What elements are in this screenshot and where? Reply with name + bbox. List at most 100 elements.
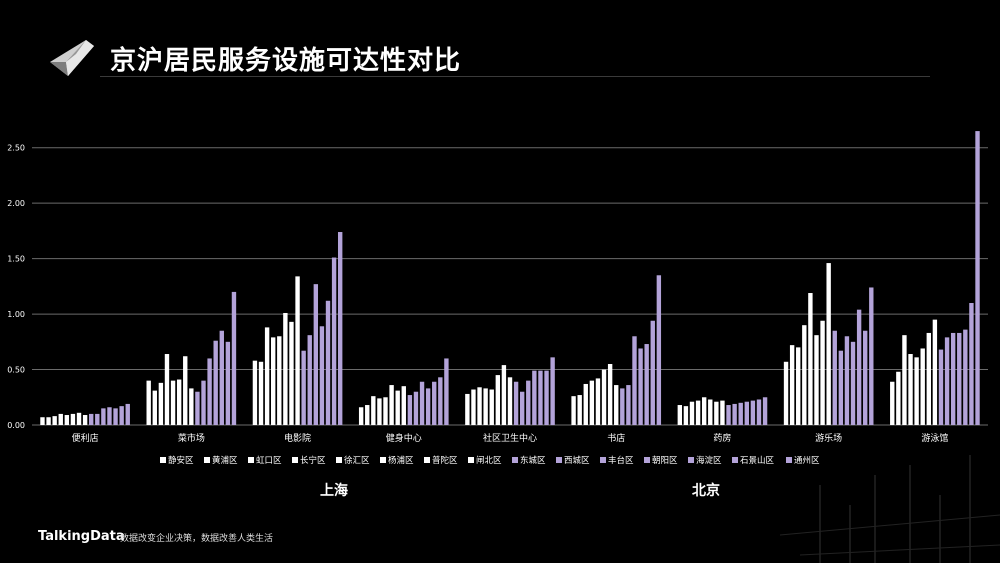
bar (832, 330, 837, 425)
bar (371, 396, 376, 425)
category-label: 游泳馆 (921, 432, 948, 444)
legend-label: 朝阳区 (652, 456, 678, 466)
bar (170, 380, 176, 425)
bar (507, 377, 513, 425)
bar (64, 415, 70, 425)
bar (277, 336, 282, 425)
category-label: 健身中心 (386, 432, 422, 444)
y-tick-label: 0.50 (7, 366, 25, 375)
bar (413, 391, 419, 425)
y-tick-label: 0.00 (7, 421, 25, 430)
bar (677, 405, 683, 425)
legend-swatch (512, 457, 518, 463)
bar (401, 386, 406, 425)
bar (483, 388, 488, 425)
y-tick-label: 1.00 (7, 310, 25, 319)
legend-swatch (292, 457, 298, 463)
bar (856, 309, 862, 425)
bar (407, 395, 413, 425)
bar (70, 413, 76, 425)
bar (890, 381, 895, 425)
bar (125, 403, 130, 425)
bar (419, 381, 425, 425)
bar (152, 390, 157, 425)
category-label: 菜市场 (178, 432, 205, 444)
bar (571, 396, 576, 425)
legend-label: 黄浦区 (212, 455, 238, 466)
bar (732, 403, 737, 425)
bar (176, 379, 182, 425)
bar (607, 364, 613, 425)
bar (526, 380, 531, 425)
bar (444, 358, 449, 425)
bar (113, 408, 118, 425)
bar (89, 413, 94, 425)
bar (46, 417, 51, 425)
bar (438, 377, 443, 425)
bar (650, 320, 655, 425)
legend-label: 通州区 (794, 455, 820, 466)
legend-swatch (732, 457, 738, 463)
bar (358, 407, 364, 425)
page-title: 京沪居民服务设施可达性对比 (110, 46, 462, 76)
bar (289, 321, 294, 425)
legend-label: 徐汇区 (344, 455, 370, 466)
bar (808, 293, 813, 425)
legend-swatch (786, 457, 792, 463)
bar (201, 380, 206, 425)
bar (963, 329, 968, 425)
category-label: 电影院 (284, 432, 311, 444)
bar (814, 335, 819, 425)
legend-swatch (556, 457, 562, 463)
bar (219, 330, 224, 425)
bar (325, 300, 331, 425)
bar (902, 335, 907, 425)
bar (146, 380, 151, 425)
legend-label: 静安区 (168, 455, 194, 466)
bar (337, 232, 343, 425)
bar (595, 378, 601, 425)
bar (632, 336, 637, 425)
bar (908, 354, 913, 425)
bar (532, 370, 537, 425)
legend-label: 虹口区 (256, 456, 282, 466)
bar (550, 357, 555, 425)
legend-label: 石景山区 (740, 455, 775, 466)
bar (432, 381, 437, 425)
bar (689, 401, 695, 425)
bar (620, 388, 625, 425)
bar (331, 257, 337, 425)
bar (313, 284, 319, 425)
bar (932, 319, 938, 425)
bar (738, 402, 743, 425)
decorative-lines (780, 455, 1000, 563)
category-label: 书店 (607, 432, 625, 444)
bar (796, 347, 801, 425)
bar (656, 275, 662, 425)
bar (938, 349, 944, 425)
legend-swatch (688, 457, 694, 463)
category-label: 游乐场 (815, 432, 842, 444)
bar (271, 337, 276, 425)
legend-label: 长宁区 (300, 455, 326, 466)
category-label: 药房 (713, 432, 731, 444)
y-tick-label: 2.50 (7, 144, 25, 153)
legend-label: 海淀区 (696, 455, 722, 466)
bar (252, 360, 258, 425)
y-tick-label: 1.50 (7, 255, 25, 264)
legend-label: 杨浦区 (388, 455, 414, 466)
y-tick-labels: 0.00 0.50 1.00 1.50 2.00 2.50 (7, 144, 25, 430)
bar (820, 320, 825, 425)
title-divider (100, 76, 930, 77)
bar (701, 397, 707, 425)
bar (495, 375, 501, 425)
bar (119, 406, 124, 425)
bar (58, 413, 63, 425)
bar (295, 276, 300, 425)
bar (82, 415, 88, 425)
bar (920, 348, 925, 425)
bar (844, 336, 850, 425)
bar (644, 344, 649, 425)
legend-swatch (380, 457, 386, 463)
